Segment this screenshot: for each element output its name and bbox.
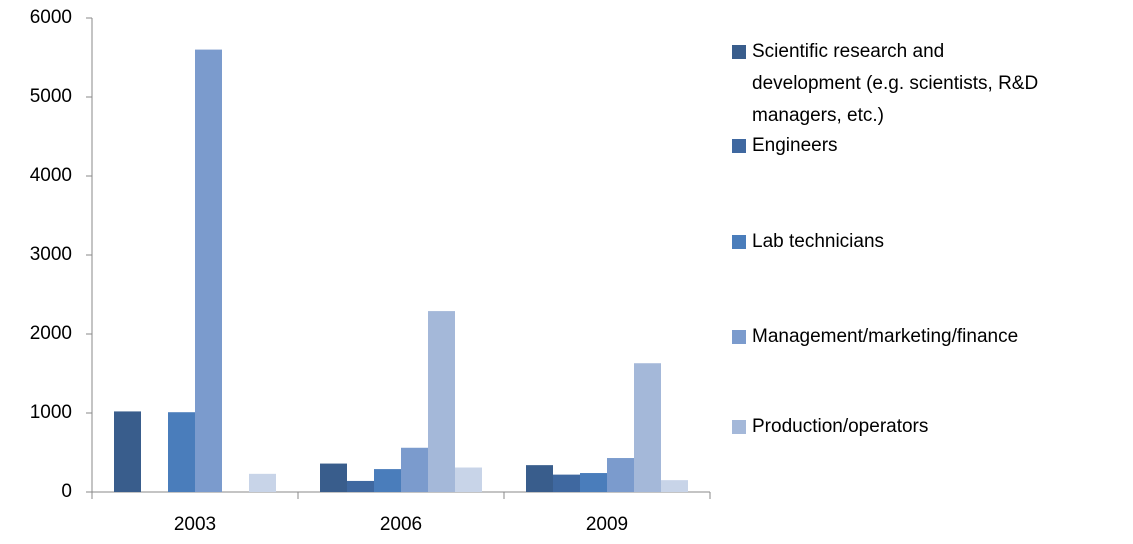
legend-label: Engineers <box>752 135 838 156</box>
x-tick-label: 2009 <box>586 514 628 535</box>
legend-swatch <box>732 330 746 344</box>
x-tick-label: 2003 <box>174 514 216 535</box>
y-tick-label: 0 <box>61 481 72 502</box>
legend-item: Management/marketing/finance <box>732 321 1127 353</box>
bar <box>320 463 347 492</box>
legend-label: Management/marketing/finance <box>752 326 1019 347</box>
bar <box>249 473 276 492</box>
y-tick-label: 6000 <box>30 7 72 28</box>
legend-swatch <box>732 420 746 434</box>
bar <box>374 469 401 492</box>
bar <box>580 473 607 492</box>
y-tick-label: 1000 <box>30 402 72 423</box>
legend-swatch <box>732 139 746 153</box>
bar <box>607 458 634 492</box>
bar <box>526 465 553 492</box>
legend-item: Production/operators <box>732 411 1127 443</box>
legend-item: Scientific research and development (e.g… <box>732 36 1127 132</box>
legend-item: Engineers <box>732 130 1127 162</box>
bar <box>428 311 455 492</box>
bar <box>553 474 580 492</box>
bar <box>195 49 222 492</box>
y-tick-label: 2000 <box>30 323 72 344</box>
y-tick-label: 3000 <box>30 244 72 265</box>
bar <box>634 363 661 492</box>
y-tick-label: 4000 <box>30 165 72 186</box>
bar <box>168 412 195 492</box>
x-tick-label: 2006 <box>380 514 422 535</box>
legend-item: Lab technicians <box>732 226 1127 258</box>
legend-label: Lab technicians <box>752 231 885 252</box>
legend-label: Scientific research and development (e.g… <box>752 41 1039 126</box>
legend-swatch <box>732 235 746 249</box>
legend-swatch <box>732 45 746 59</box>
bar <box>114 411 141 492</box>
bar <box>401 447 428 492</box>
legend-label: Production/operators <box>752 416 929 437</box>
bar <box>347 480 374 492</box>
bar <box>661 480 688 492</box>
bar <box>455 467 482 492</box>
y-tick-label: 5000 <box>30 86 72 107</box>
